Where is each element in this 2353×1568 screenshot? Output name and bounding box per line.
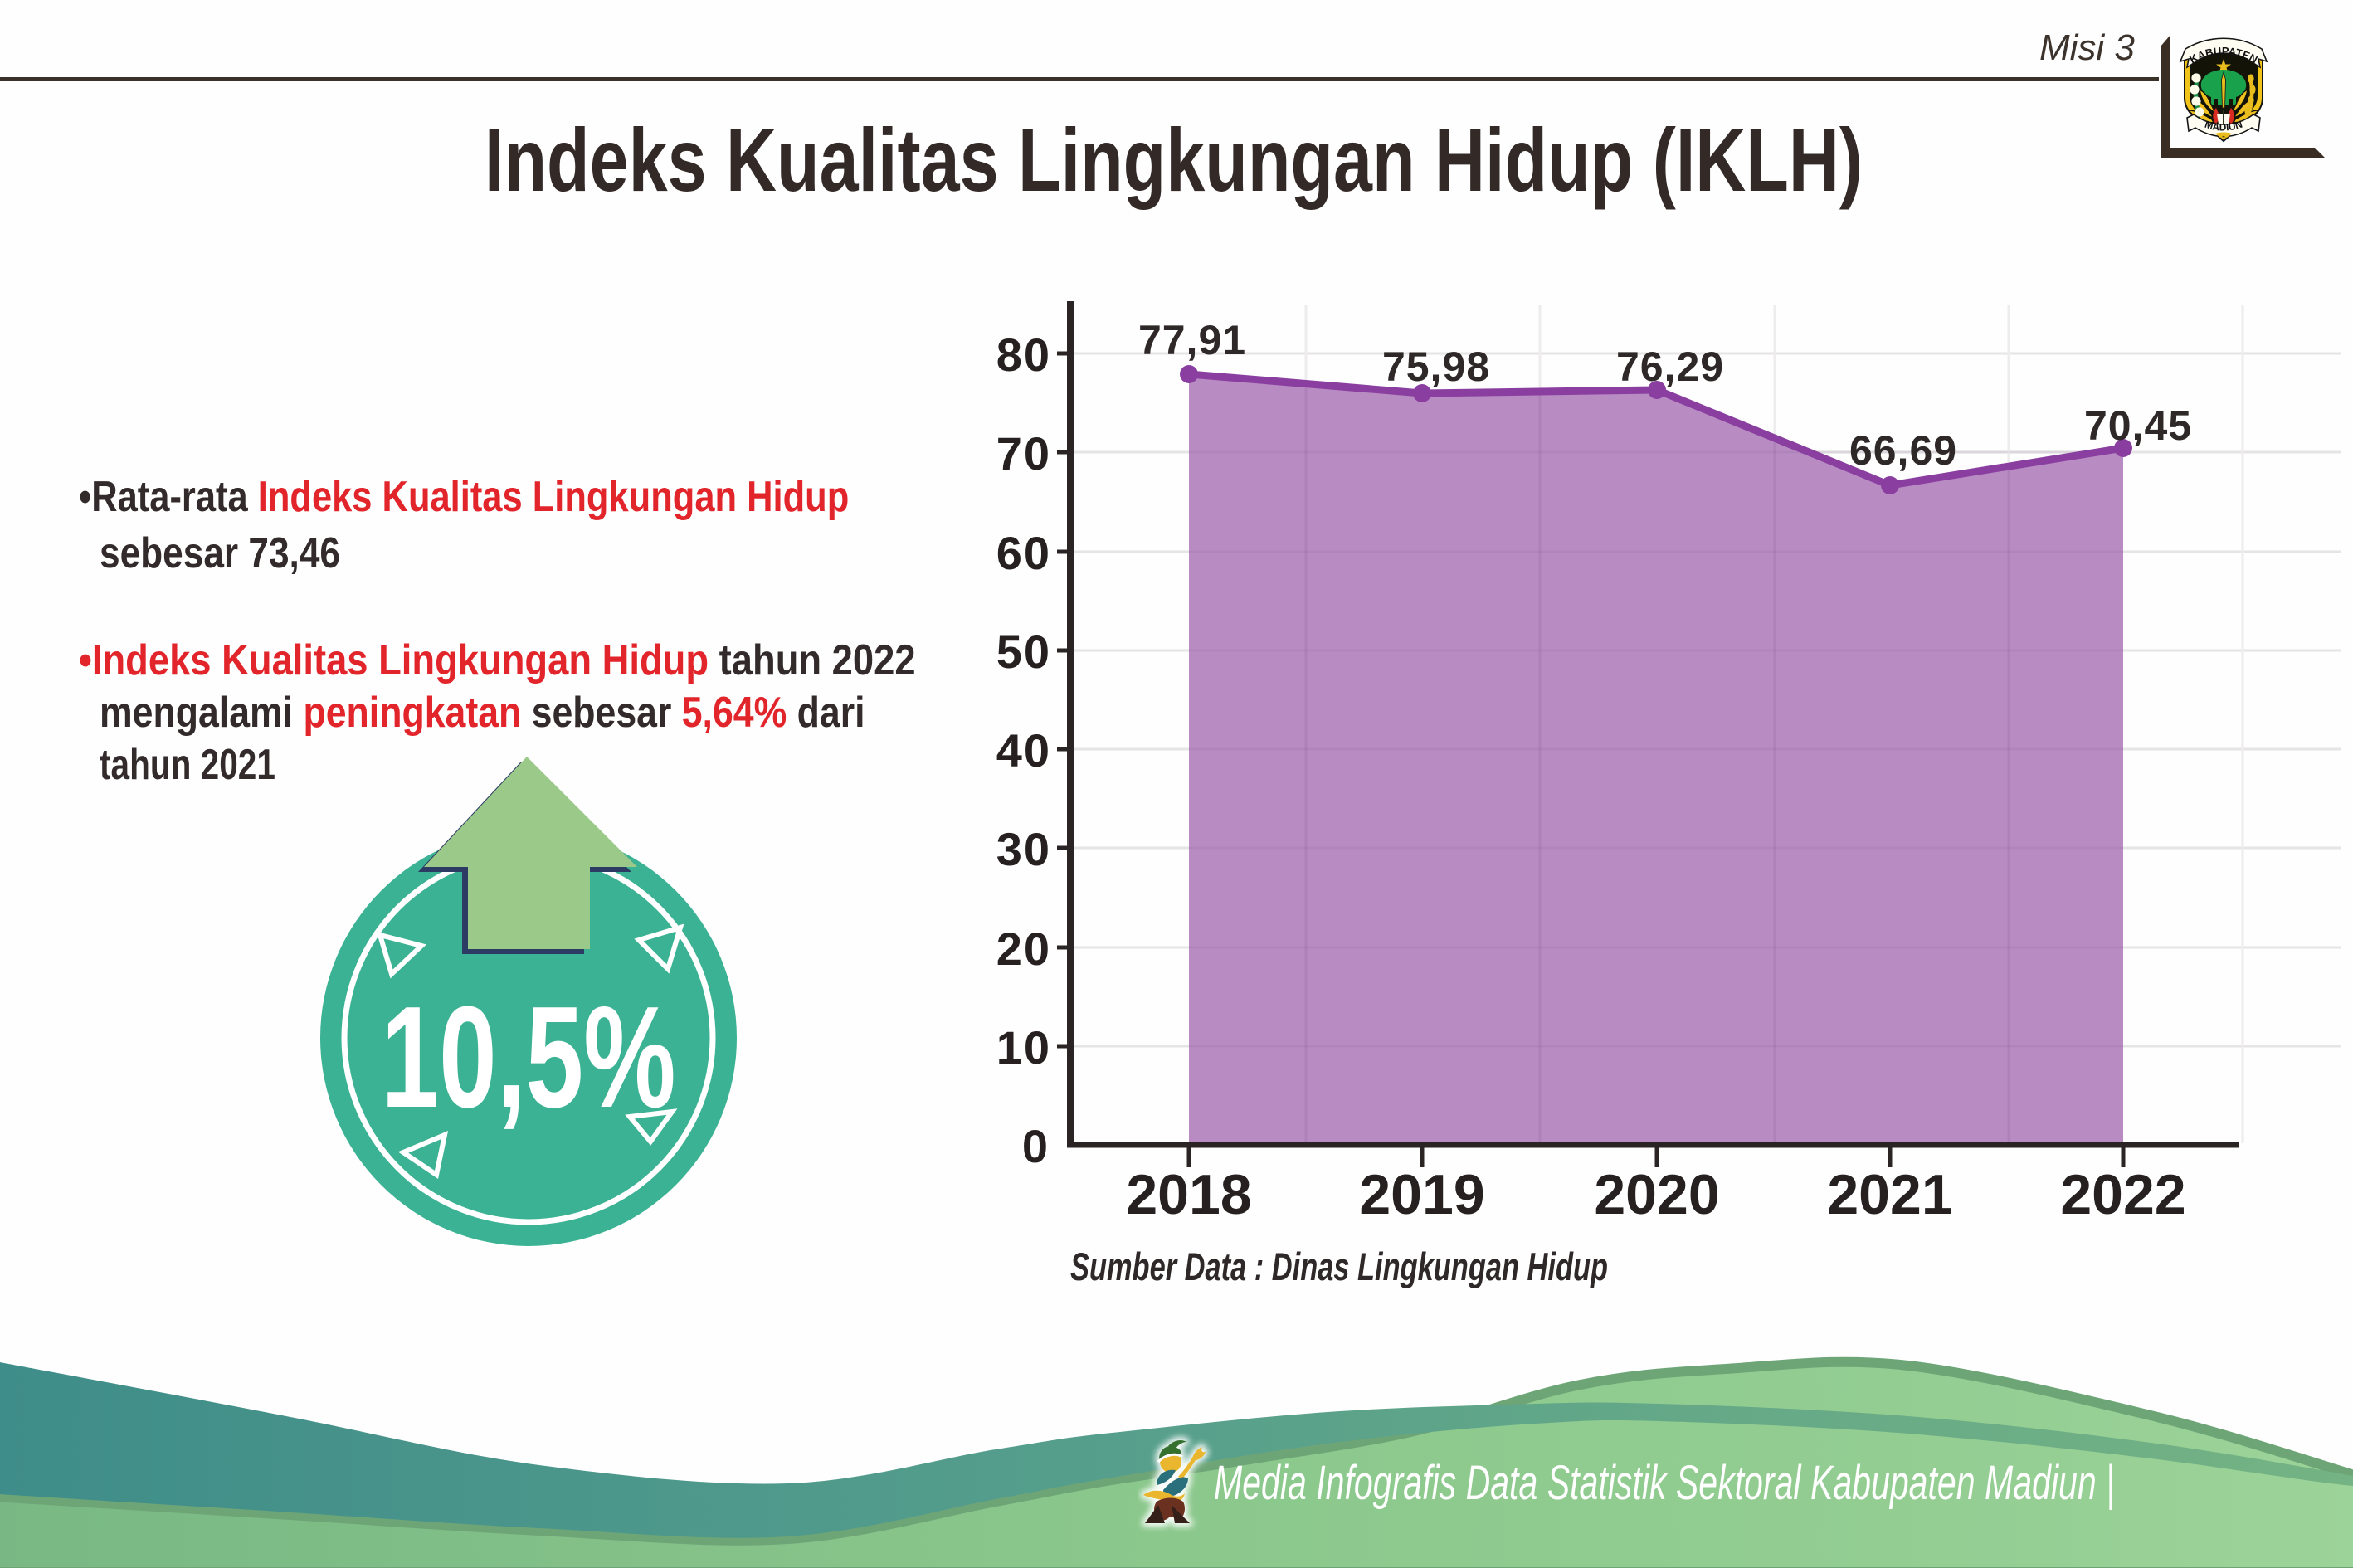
svg-text:77,91: 77,91 [1138,317,1246,363]
svg-text:MADIUN: MADIUN [2204,119,2244,134]
svg-text:80: 80 [996,329,1051,381]
svg-text:66,69: 66,69 [1849,427,1957,474]
svg-text:2022: 2022 [2060,1163,2185,1226]
svg-text:20: 20 [996,923,1051,975]
svg-text:0: 0 [1022,1120,1050,1172]
svg-text:70: 70 [996,427,1051,480]
svg-text:40: 40 [996,724,1051,777]
svg-text:2020: 2020 [1594,1163,1719,1226]
svg-text:60: 60 [996,527,1051,579]
svg-text:2021: 2021 [1827,1163,1952,1226]
svg-text:75,98: 75,98 [1382,343,1490,390]
svg-text:30: 30 [996,823,1051,875]
svg-text:70,45: 70,45 [2084,402,2192,449]
svg-text:2018: 2018 [1126,1163,1251,1226]
svg-text:2019: 2019 [1359,1163,1484,1226]
svg-text:50: 50 [996,626,1051,678]
svg-text:76,29: 76,29 [1616,343,1724,390]
svg-text:10: 10 [996,1021,1051,1074]
svg-text:10,5%: 10,5% [381,977,675,1138]
svg-text:Sumber Data : Dinas Lingkungan: Sumber Data : Dinas Lingkungan Hidup [1070,1244,1608,1288]
